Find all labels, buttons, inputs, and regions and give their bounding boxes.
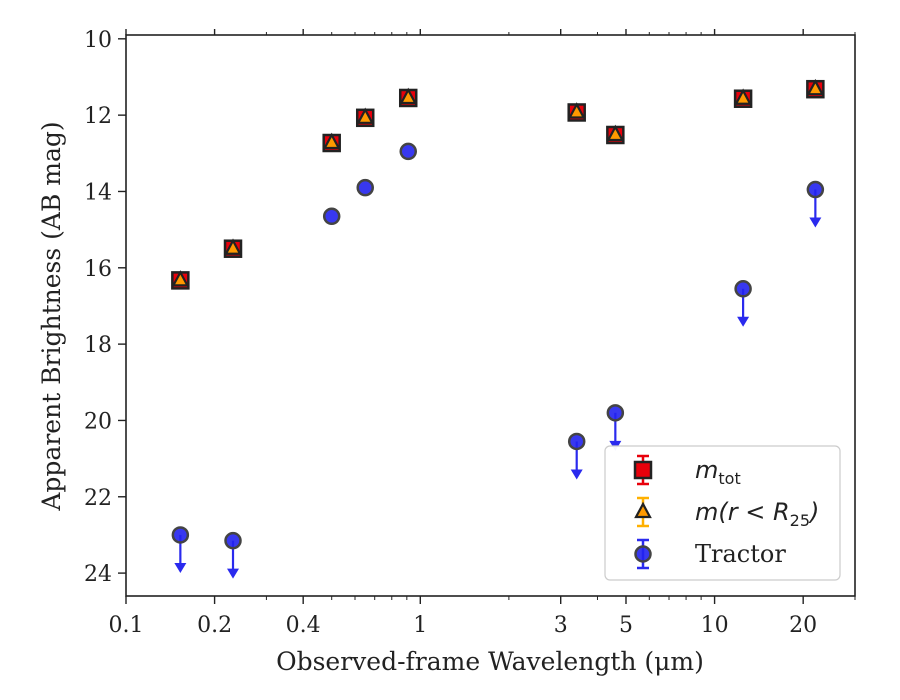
data-point-triangle xyxy=(606,124,625,142)
legend-marker-square xyxy=(633,460,653,480)
y-tick-label: 10 xyxy=(84,28,112,53)
data-point-triangle xyxy=(567,102,586,119)
x-tick-label: 20 xyxy=(789,613,817,638)
data-point-circle xyxy=(399,142,417,161)
legend-marker-triangle xyxy=(634,501,652,519)
data-point-triangle xyxy=(734,88,752,105)
legend-box xyxy=(604,445,841,581)
upper-limit-arrowhead xyxy=(227,568,240,579)
x-tick-label: 0.1 xyxy=(109,613,144,638)
data-point-triangle xyxy=(322,132,341,150)
data-point-triangle xyxy=(806,78,825,96)
x-tick-label: 10 xyxy=(701,613,729,638)
y-tick-label: 18 xyxy=(84,333,112,358)
data-point-circle xyxy=(806,180,825,199)
y-tick-label: 24 xyxy=(84,562,112,587)
plot-area xyxy=(125,34,856,597)
data-marks xyxy=(171,78,825,579)
data-point-circle xyxy=(567,432,586,451)
x-axis-label: Observed-frame Wavelength (μm) xyxy=(276,647,704,676)
x-tick-label: 5 xyxy=(619,613,633,638)
data-point-triangle xyxy=(224,238,242,255)
legend-label: Tractor xyxy=(695,540,786,568)
data-point-circle xyxy=(356,178,374,197)
data-point-circle xyxy=(224,531,242,550)
data-point-triangle xyxy=(356,107,375,124)
x-tick-label: 1 xyxy=(413,613,427,638)
data-point-circle xyxy=(734,280,752,298)
data-point-circle xyxy=(606,404,625,422)
data-point-circle xyxy=(322,207,341,226)
legend-label: mtot xyxy=(695,456,741,488)
upper-limit-arrowhead xyxy=(809,217,822,228)
upper-limit-arrowhead xyxy=(174,562,187,573)
upper-limit-arrowhead xyxy=(570,469,583,480)
x-tick-label: 0.2 xyxy=(197,613,232,638)
data-point-triangle xyxy=(171,270,190,287)
y-tick-label: 12 xyxy=(84,104,112,129)
upper-limit-arrowhead xyxy=(737,316,750,327)
axis-ticks: 0.1 0.2 0.4 1 3 5 10 20 10 12 14 16 18 20 22 24 xyxy=(84,28,856,638)
y-tick-label: 22 xyxy=(84,486,112,511)
y-tick-label: 20 xyxy=(84,409,112,434)
legend-marker-circle xyxy=(634,545,652,563)
data-point-circle xyxy=(171,526,190,544)
x-tick-label: 0.4 xyxy=(286,613,321,638)
y-axis-label: Apparent Brightness (AB mag) xyxy=(37,121,66,511)
legend-label: m(r < R25) xyxy=(695,498,819,530)
data-point-triangle xyxy=(399,87,418,105)
x-tick-label: 3 xyxy=(554,613,568,638)
plot-frame xyxy=(125,34,856,597)
y-tick-label: 16 xyxy=(84,257,112,282)
y-tick-label: 14 xyxy=(84,180,112,205)
legend: mtot m(r < R25) Tractor xyxy=(604,445,841,581)
